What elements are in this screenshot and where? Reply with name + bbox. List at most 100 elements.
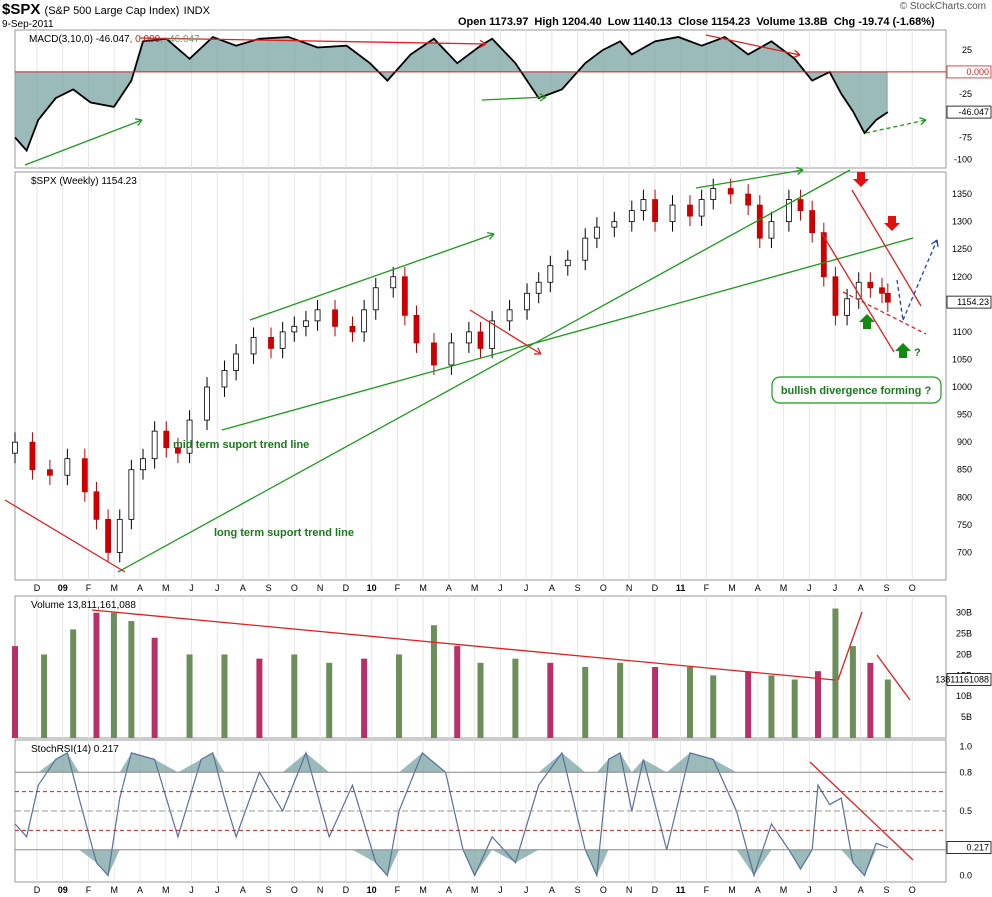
candle — [698, 199, 705, 217]
candle — [640, 199, 647, 211]
candle — [844, 298, 850, 316]
candle — [64, 458, 71, 476]
x-tick-label: A — [240, 885, 246, 895]
x-tick-label: M — [419, 583, 427, 593]
price-trend-line — [820, 231, 895, 353]
x-tick-label: O — [909, 583, 916, 593]
x-tick-label: F — [704, 885, 710, 895]
x-tick-label: A — [755, 583, 761, 593]
volume-bar — [221, 654, 228, 738]
candle — [489, 320, 496, 349]
macd-trend-line — [705, 34, 801, 56]
volume-bar — [186, 654, 193, 738]
volume-bar — [814, 671, 821, 738]
x-tick-label: J — [807, 885, 812, 895]
x-tick-label: A — [446, 885, 452, 895]
stoch-y-tick: 0.8 — [959, 767, 972, 777]
stoch-trend-line — [809, 761, 914, 861]
macd-trend-line — [139, 37, 487, 45]
candle — [785, 199, 792, 223]
volume-bar — [361, 658, 368, 738]
candle — [163, 430, 170, 449]
volume-y-tick: 10B — [956, 691, 972, 701]
candle — [93, 491, 100, 520]
x-tick-label: J — [524, 583, 529, 593]
x-tick-label: A — [137, 583, 143, 593]
candle — [768, 221, 775, 239]
stoch-overbought-fill — [15, 752, 888, 773]
x-tick-label: A — [446, 583, 452, 593]
volume-y-tick: 20B — [956, 649, 972, 659]
volume-bar — [791, 679, 798, 738]
candle — [867, 281, 874, 289]
candle — [535, 281, 542, 294]
volume-bar — [512, 658, 519, 738]
volume-trend-line — [91, 609, 836, 681]
quote-line: Open 1173.97 High 1204.40 Low 1140.13 Cl… — [458, 16, 935, 28]
x-tick-label: 10 — [367, 885, 377, 895]
x-tick-label: D — [652, 583, 659, 593]
candle — [332, 309, 338, 327]
candle — [303, 320, 309, 327]
macd-y-tick: -75 — [959, 132, 972, 142]
symbol: $SPX — [2, 1, 41, 18]
candle — [745, 193, 752, 206]
x-tick-label: S — [884, 583, 890, 593]
candle — [116, 518, 123, 553]
macd-area — [15, 36, 888, 151]
price-y-tick: 1050 — [952, 354, 972, 364]
candle — [233, 353, 240, 371]
macd-line — [14, 35, 889, 153]
volume-bar — [326, 662, 333, 738]
x-tick-label: J — [215, 583, 220, 593]
price-trend-line — [842, 291, 927, 335]
long-term-support-line — [117, 169, 851, 573]
macd-legend-value: , -46.047 — [160, 34, 200, 45]
x-tick-label: M — [162, 885, 170, 895]
price-y-tick: 1300 — [952, 217, 972, 227]
x-tick-label: O — [600, 583, 607, 593]
stoch-line — [14, 751, 889, 878]
x-tick-label: O — [291, 885, 298, 895]
arrow-head — [796, 166, 804, 176]
candle — [372, 287, 379, 311]
price-y-tick: 950 — [957, 410, 972, 420]
volume-bar — [12, 646, 18, 738]
x-tick-label: O — [909, 885, 916, 895]
macd-trend-line — [481, 96, 547, 101]
x-tick-label: J — [498, 885, 503, 895]
candle — [797, 199, 804, 211]
arrow-head — [479, 39, 487, 49]
price-y-tick: 1000 — [952, 382, 972, 392]
price-trend-line — [469, 309, 542, 355]
price-trend-line — [851, 189, 922, 307]
candle — [652, 199, 658, 223]
candle — [175, 447, 181, 454]
volume-bar — [884, 679, 891, 738]
annotation-question: ? — [914, 347, 921, 359]
candle — [401, 276, 408, 316]
x-tick-label: D — [343, 885, 350, 895]
candle — [47, 469, 53, 476]
volume-bar — [686, 667, 693, 738]
volume-bar — [151, 637, 158, 738]
x-tick-label: N — [626, 583, 633, 593]
x-tick-label: M — [471, 885, 479, 895]
arrow-head — [930, 239, 939, 248]
price-y-tick: 750 — [957, 520, 972, 530]
red-down-arrow — [884, 216, 900, 231]
price-y-tick: 900 — [957, 437, 972, 447]
x-tick-label: D — [343, 583, 350, 593]
price-y-tick: 1200 — [952, 272, 972, 282]
macd-legend-value: , 0.000 — [130, 34, 161, 45]
x-tick-label: J — [524, 885, 529, 895]
arrow-head — [919, 117, 927, 126]
candle — [628, 210, 635, 223]
candle — [820, 232, 827, 278]
x-tick-label: F — [395, 885, 401, 895]
candle — [879, 287, 885, 294]
price-trend-line — [249, 233, 495, 321]
macd-y-tick: -25 — [959, 89, 972, 99]
price-trend-line — [695, 169, 804, 189]
volume-y-tick: 30B — [956, 608, 972, 618]
